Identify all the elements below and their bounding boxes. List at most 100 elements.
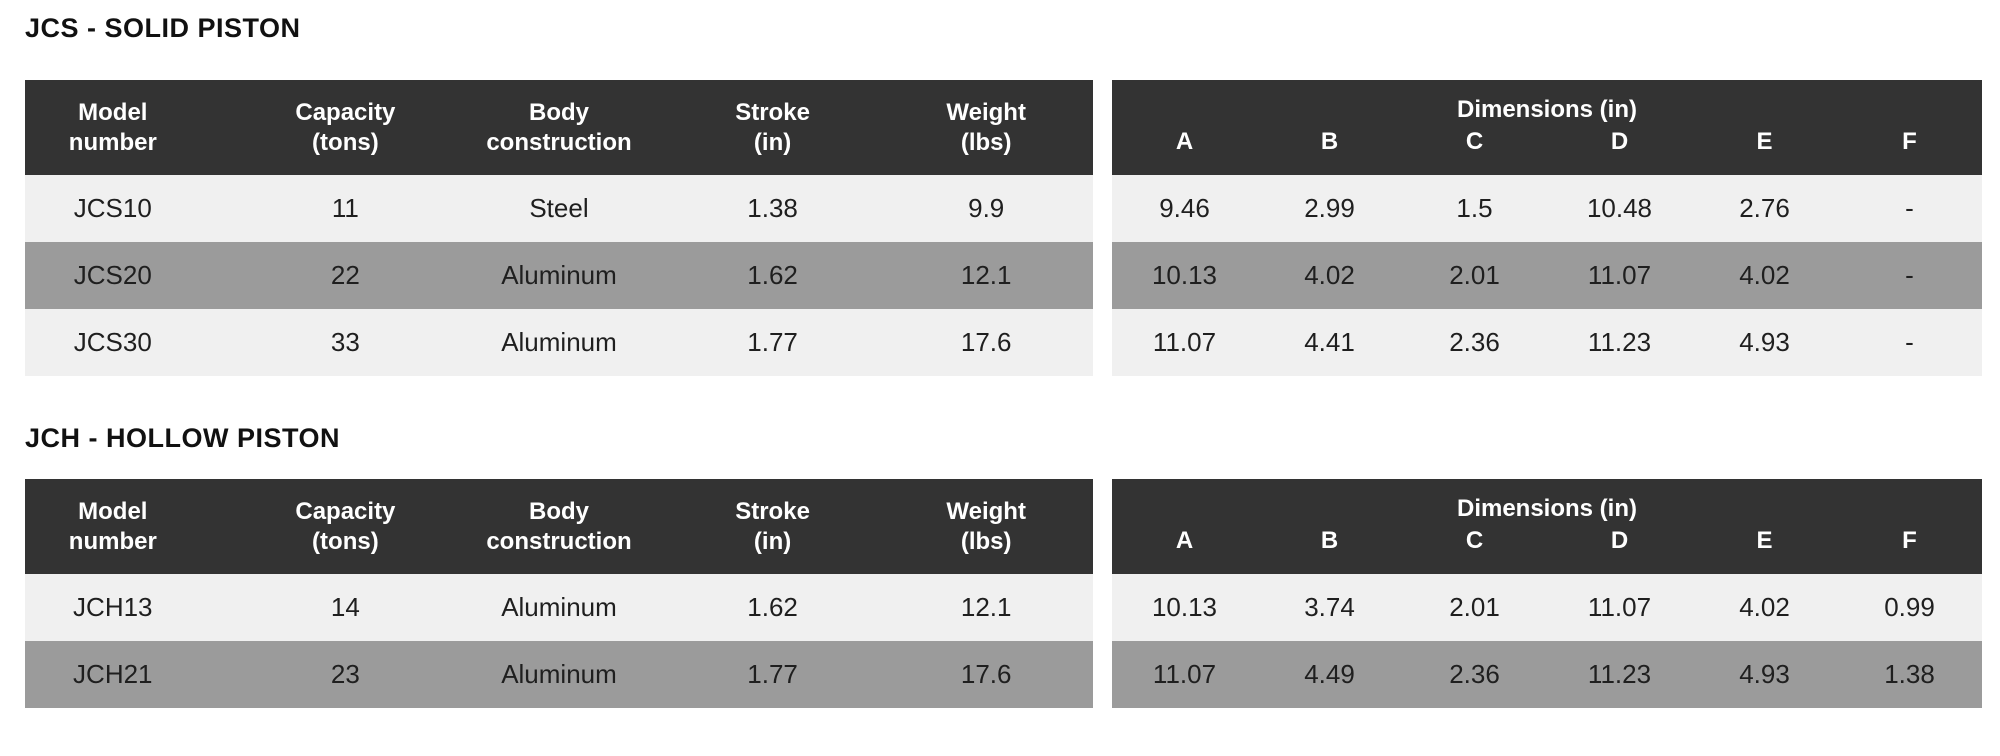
column-header-dim-a: A [1112, 126, 1257, 175]
column-header-label: Model number [68, 497, 157, 555]
column-header-dim-e: E [1692, 525, 1837, 574]
column-header-label: Model number [68, 98, 157, 156]
cell-dim-a: 10.13 [1112, 242, 1257, 309]
cell-dim-d: 10.48 [1547, 175, 1692, 242]
cell-body-construction: Aluminum [452, 641, 666, 708]
cell-dim-e: 2.76 [1692, 175, 1837, 242]
table-row-jcs30: JCS30 33 Aluminum 1.77 17.6 [25, 309, 1093, 376]
column-header-label: Stroke (in) [735, 98, 810, 156]
table-row-jcs20: JCS20 22 Aluminum 1.62 12.1 [25, 242, 1093, 309]
cell-dim-a: 11.07 [1112, 309, 1257, 376]
cell-dim-b: 2.99 [1257, 175, 1402, 242]
column-header-model-number: Model number [25, 479, 239, 574]
jch-dimensions-header: Dimensions (in) A B C D E F [1112, 479, 1982, 574]
column-header-dim-f: F [1837, 525, 1982, 574]
table-row-jch13: JCH13 14 Aluminum 1.62 12.1 [25, 574, 1093, 641]
cell-stroke: 1.77 [665, 641, 880, 708]
cell-capacity: 23 [238, 641, 453, 708]
cell-dim-e: 4.93 [1692, 641, 1837, 708]
column-header-model-number: Model number [25, 80, 239, 175]
jch-spec-table: Model number Capacity (tons) Body constr… [25, 479, 1093, 708]
column-header-dim-d: D [1547, 525, 1692, 574]
table-row-jch21: JCH21 23 Aluminum 1.77 17.6 [25, 641, 1093, 708]
cell-dim-f: - [1837, 175, 1982, 242]
dims-row-jcs10: 9.46 2.99 1.5 10.48 2.76 - [1112, 175, 1982, 242]
cell-dim-a: 10.13 [1112, 574, 1257, 641]
cell-dim-f: - [1837, 242, 1982, 309]
jcs-spec-header: Model number Capacity (tons) Body constr… [25, 80, 1093, 175]
cell-body-construction: Aluminum [452, 574, 666, 641]
column-header-dim-b: B [1257, 126, 1402, 175]
cell-model-number: JCS30 [25, 309, 239, 376]
cell-stroke: 1.38 [665, 175, 880, 242]
cell-dim-c: 2.36 [1402, 309, 1547, 376]
column-header-label: Stroke (in) [735, 497, 810, 555]
cell-dim-e: 4.02 [1692, 574, 1837, 641]
jch-spec-header: Model number Capacity (tons) Body constr… [25, 479, 1093, 574]
cell-dim-b: 4.41 [1257, 309, 1402, 376]
column-header-dim-d: D [1547, 126, 1692, 175]
cell-stroke: 1.62 [665, 574, 880, 641]
column-header-weight: Weight (lbs) [879, 80, 1093, 175]
jcs-table-group: Model number Capacity (tons) Body constr… [25, 80, 1982, 376]
column-header-dim-c: C [1402, 525, 1547, 574]
column-header-label: Capacity (tons) [295, 497, 396, 555]
cell-weight: 12.1 [879, 242, 1093, 309]
column-header-label: Capacity (tons) [295, 98, 396, 156]
column-header-label: Weight (lbs) [946, 98, 1026, 156]
cell-stroke: 1.62 [665, 242, 880, 309]
column-header-label: Body construction [486, 98, 632, 156]
dims-row-jch13: 10.13 3.74 2.01 11.07 4.02 0.99 [1112, 574, 1982, 641]
cell-dim-e: 4.93 [1692, 309, 1837, 376]
section-title-jch: JCH - HOLLOW PISTON [25, 423, 341, 453]
cell-dim-a: 9.46 [1112, 175, 1257, 242]
cell-weight: 9.9 [879, 175, 1093, 242]
cell-dim-f: 0.99 [1837, 574, 1982, 641]
dims-row-jch21: 11.07 4.49 2.36 11.23 4.93 1.38 [1112, 641, 1982, 708]
table-row-jcs10: JCS10 11 Steel 1.38 9.9 [25, 175, 1093, 242]
cell-model-number: JCS10 [25, 175, 239, 242]
cell-capacity: 14 [238, 574, 453, 641]
column-header-capacity: Capacity (tons) [238, 479, 453, 574]
column-header-label: Weight (lbs) [946, 497, 1026, 555]
cell-dim-c: 1.5 [1402, 175, 1547, 242]
cell-dim-d: 11.07 [1547, 574, 1692, 641]
cell-weight: 17.6 [879, 309, 1093, 376]
cell-model-number: JCH13 [25, 574, 239, 641]
cell-model-number: JCH21 [25, 641, 239, 708]
column-header-weight: Weight (lbs) [879, 479, 1093, 574]
cell-capacity: 22 [238, 242, 453, 309]
dims-row-jcs20: 10.13 4.02 2.01 11.07 4.02 - [1112, 242, 1982, 309]
cell-stroke: 1.77 [665, 309, 880, 376]
cell-dim-c: 2.01 [1402, 242, 1547, 309]
column-header-dim-e: E [1692, 126, 1837, 175]
cell-dim-d: 11.23 [1547, 309, 1692, 376]
cell-body-construction: Aluminum [452, 309, 666, 376]
jch-table-group: Model number Capacity (tons) Body constr… [25, 479, 1982, 708]
column-header-dim-b: B [1257, 525, 1402, 574]
dimensions-title: Dimensions (in) [1112, 80, 1982, 126]
column-header-label: Body construction [486, 497, 632, 555]
jch-dimensions-table: Dimensions (in) A B C D E F 10.13 3.74 2… [1112, 479, 1982, 708]
cell-body-construction: Steel [452, 175, 666, 242]
column-header-dim-c: C [1402, 126, 1547, 175]
jcs-dimensions-header: Dimensions (in) A B C D E F [1112, 80, 1982, 175]
dims-row-jcs30: 11.07 4.41 2.36 11.23 4.93 - [1112, 309, 1982, 376]
column-header-body-construction: Body construction [452, 80, 666, 175]
cell-dim-d: 11.23 [1547, 641, 1692, 708]
cell-weight: 17.6 [879, 641, 1093, 708]
dimensions-title: Dimensions (in) [1112, 479, 1982, 525]
column-header-stroke: Stroke (in) [665, 80, 880, 175]
cell-dim-b: 4.02 [1257, 242, 1402, 309]
cell-body-construction: Aluminum [452, 242, 666, 309]
cell-capacity: 33 [238, 309, 453, 376]
jcs-dimensions-table: Dimensions (in) A B C D E F 9.46 2.99 1.… [1112, 80, 1982, 376]
cell-model-number: JCS20 [25, 242, 239, 309]
jcs-spec-table: Model number Capacity (tons) Body constr… [25, 80, 1093, 376]
cell-dim-f: 1.38 [1837, 641, 1982, 708]
column-header-dim-a: A [1112, 525, 1257, 574]
cell-dim-b: 3.74 [1257, 574, 1402, 641]
cell-dim-f: - [1837, 309, 1982, 376]
cell-dim-e: 4.02 [1692, 242, 1837, 309]
column-header-capacity: Capacity (tons) [238, 80, 453, 175]
